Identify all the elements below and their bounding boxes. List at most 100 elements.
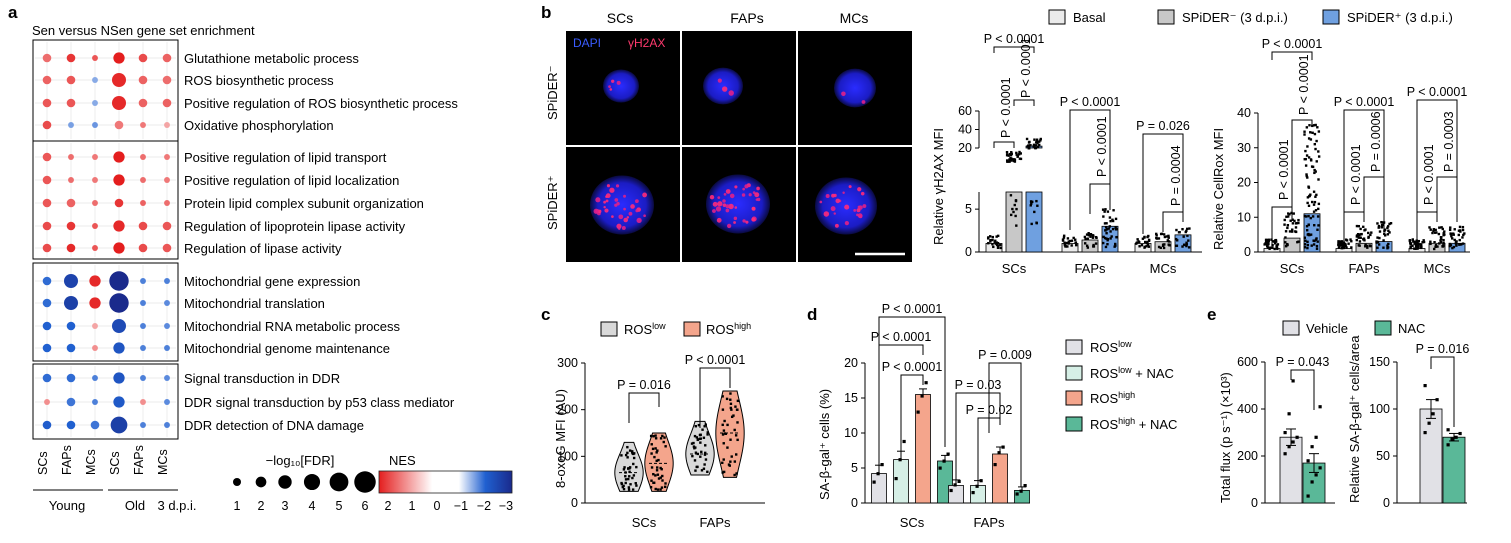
data-point: [1463, 232, 1466, 235]
data-point: [1428, 226, 1431, 229]
data-point: [1114, 226, 1117, 229]
enrichment-dot: [66, 373, 76, 383]
legend-swatch: [1065, 416, 1083, 432]
data-point: [1039, 137, 1042, 141]
legend-swatch-spider-neg: [1157, 9, 1175, 25]
bar: [948, 485, 964, 504]
enrichment-dot: [42, 321, 52, 331]
data-point: [1010, 151, 1013, 154]
data-point: [1007, 154, 1010, 157]
data-point: [1357, 236, 1360, 239]
data-point: [1421, 240, 1424, 244]
data-point: [1083, 235, 1087, 239]
data-point: [1303, 246, 1307, 249]
data-point: [1304, 239, 1307, 242]
gh2ax-focus: [726, 223, 732, 229]
gh2ax-focus: [722, 199, 726, 203]
data-point: [1383, 228, 1387, 231]
data-point: [989, 240, 992, 243]
data-point: [703, 463, 706, 466]
data-point: [704, 451, 707, 455]
cellrox-bar-chart: 0 10 20 30 40 Relative CellRox MFI SCs FAPs MCs P…: [1211, 37, 1470, 276]
data-point: [1062, 234, 1066, 237]
enrichment-dot: [89, 297, 101, 309]
data-point: [1066, 245, 1069, 248]
data-point: [700, 469, 704, 472]
gh2ax-focus: [834, 223, 839, 228]
enrichment-dot: [140, 278, 146, 284]
data-point: [628, 475, 631, 478]
data-point: [1174, 237, 1178, 241]
data-point: [1309, 138, 1313, 141]
significance-bracket: [1416, 211, 1438, 244]
enrichment-dot: [92, 323, 98, 329]
data-point: [1362, 225, 1365, 229]
data-point: [1114, 242, 1117, 246]
enrichment-dot: [162, 75, 172, 85]
data-point: [1284, 236, 1287, 239]
gh2ax-focus: [857, 205, 861, 209]
data-point: [1312, 210, 1316, 213]
data-point: [1155, 234, 1158, 237]
nes-tick: 1: [409, 499, 416, 513]
gh2ax-focus: [860, 191, 865, 196]
data-point: [991, 238, 994, 242]
enrichment-dot: [140, 154, 146, 160]
gh2ax-focus: [609, 187, 615, 193]
data-point: [698, 433, 702, 437]
data-point: [1359, 227, 1362, 231]
data-point: [1271, 246, 1274, 249]
legend-label: ROShigh + NAC: [1090, 416, 1177, 432]
data-point: [1316, 215, 1320, 218]
significance-bracket: [1436, 176, 1458, 217]
data-point: [1315, 160, 1318, 163]
y-tick-label: 20: [1237, 176, 1251, 190]
gh2ax-focus: [709, 194, 715, 200]
data-point: [1291, 222, 1295, 225]
data-point: [662, 440, 665, 444]
data-point: [1266, 245, 1269, 248]
data-point: [1284, 230, 1288, 233]
data-point: [1337, 243, 1340, 247]
data-point: [1442, 244, 1445, 248]
data-point: [1010, 159, 1013, 162]
data-point: [655, 451, 658, 454]
data-point: [1432, 229, 1435, 233]
enrichment-dot: [42, 53, 52, 63]
data-point: [1155, 232, 1158, 236]
data-point: [1304, 157, 1307, 161]
data-point: [1363, 229, 1366, 232]
enrichment-dot: [92, 399, 98, 405]
legend-label-ros-high: ROShigh: [706, 321, 751, 337]
data-point: [1431, 412, 1435, 416]
data-point: [655, 466, 659, 469]
y-tick-label: 100: [1369, 402, 1390, 416]
enrichment-dot: [164, 200, 170, 206]
enrichment-dot: [42, 276, 52, 286]
data-point: [1455, 243, 1458, 246]
image-row-label: SPiDER⁻: [545, 65, 560, 120]
data-point: [1439, 236, 1443, 239]
data-point: [1101, 208, 1105, 211]
enrichment-dot: [164, 300, 170, 306]
data-point: [1291, 229, 1294, 232]
data-point: [1061, 239, 1065, 242]
data-point: [1015, 492, 1019, 496]
panel-b-legend: Basal SPiDER⁻ (3 d.p.i.) SPiDER⁺ (3 d.p.…: [1048, 9, 1453, 25]
data-point: [1066, 237, 1070, 240]
enrichment-dot: [42, 243, 52, 253]
data-point: [1380, 220, 1383, 224]
data-point: [1187, 239, 1190, 242]
data-point: [706, 431, 709, 434]
data-point: [659, 466, 662, 470]
data-point: [733, 460, 737, 463]
data-point: [1166, 239, 1170, 242]
gh2ax-focus: [729, 193, 735, 199]
panel-b: b SCs FAPs MCs SPiDER⁻ SPiDER⁺ DAPI γH2A…: [541, 3, 1470, 276]
data-point: [704, 458, 708, 461]
data-point: [1359, 233, 1362, 236]
data-point: [1273, 247, 1276, 251]
data-point: [1069, 239, 1072, 243]
data-point: [1034, 146, 1038, 150]
gh2ax-focus: [609, 88, 613, 91]
